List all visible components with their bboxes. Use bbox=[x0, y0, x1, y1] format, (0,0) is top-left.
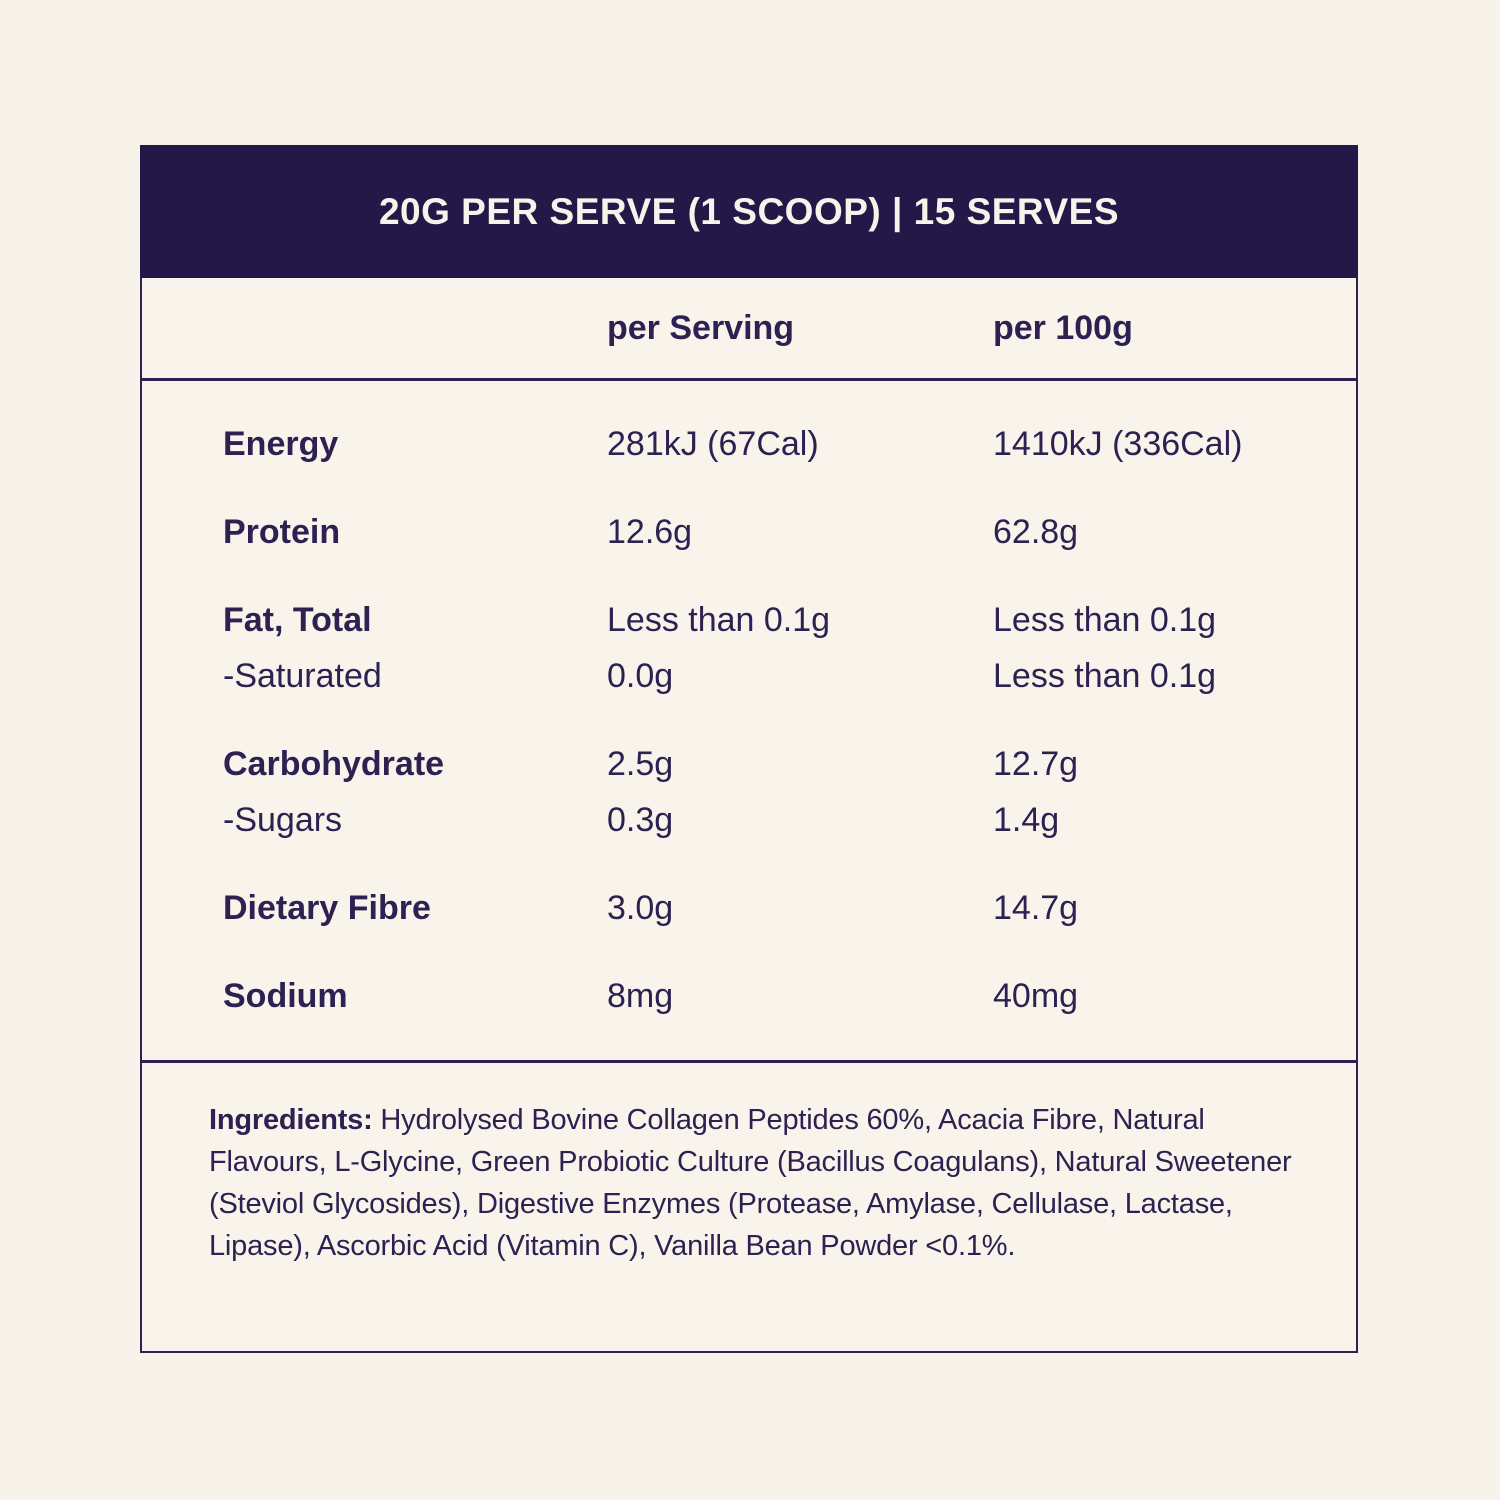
row-value-per-serving: 8mg bbox=[607, 977, 674, 1015]
row-value-per-100g: 40mg bbox=[993, 977, 1079, 1015]
row-value-per-100g: Less than 0.1g bbox=[993, 657, 1217, 695]
table-row-sugars: -Sugars 0.3g 1.4g bbox=[142, 792, 1356, 848]
row-value-per-serving: Less than 0.1g bbox=[607, 601, 831, 639]
serving-banner-text: 20G PER SERVE (1 SCOOP) | 15 SERVES bbox=[378, 190, 1120, 232]
row-label: Sodium bbox=[223, 977, 348, 1015]
row-value-per-100g: 62.8g bbox=[993, 513, 1079, 551]
column-header-per-serving: per Serving bbox=[607, 308, 795, 347]
row-label: -Sugars bbox=[223, 801, 343, 839]
table-row-sodium: Sodium 8mg 40mg bbox=[142, 968, 1356, 1024]
row-group-sodium: Sodium 8mg 40mg bbox=[142, 968, 1356, 1024]
ingredients-label: Ingredients: bbox=[209, 1104, 373, 1136]
row-value-per-100g: 1.4g bbox=[993, 801, 1060, 839]
table-row-saturated: -Saturated 0.0g Less than 0.1g bbox=[142, 648, 1356, 704]
serving-banner: 20G PER SERVE (1 SCOOP) | 15 SERVES bbox=[140, 145, 1358, 278]
row-group-carbohydrate: Carbohydrate 2.5g 12.7g -Sugars 0.3g 1.4… bbox=[142, 736, 1356, 848]
row-label: Dietary Fibre bbox=[223, 889, 431, 927]
row-value-per-100g: Less than 0.1g bbox=[993, 601, 1217, 639]
table-row-energy: Energy 281kJ (67Cal) 1410kJ (336Cal) bbox=[142, 416, 1356, 472]
row-label: Energy bbox=[223, 425, 339, 463]
table-row-protein: Protein 12.6g 62.8g bbox=[142, 504, 1356, 560]
row-value-per-100g: 12.7g bbox=[993, 745, 1079, 783]
nutrition-table: per Serving per 100g Energy 281kJ (67Cal… bbox=[140, 278, 1358, 1353]
ingredients-section: Ingredients: Hydrolysed Bovine Collagen … bbox=[142, 1063, 1356, 1267]
row-value-per-serving: 0.0g bbox=[607, 657, 674, 695]
table-row-dietary-fibre: Dietary Fibre 3.0g 14.7g bbox=[142, 880, 1356, 936]
row-value-per-serving: 3.0g bbox=[607, 889, 674, 927]
column-header-row: per Serving per 100g bbox=[142, 278, 1356, 378]
row-group-fibre: Dietary Fibre 3.0g 14.7g bbox=[142, 880, 1356, 936]
column-header-per-100g: per 100g bbox=[993, 308, 1133, 347]
row-value-per-serving: 281kJ (67Cal) bbox=[607, 425, 819, 463]
row-value-per-100g: 14.7g bbox=[993, 889, 1079, 927]
row-value-per-serving: 2.5g bbox=[607, 745, 674, 783]
row-label: Protein bbox=[223, 513, 341, 551]
row-value-per-serving: 12.6g bbox=[607, 513, 693, 551]
row-value-per-serving: 0.3g bbox=[607, 801, 674, 839]
nutrient-rows: Energy 281kJ (67Cal) 1410kJ (336Cal) Pro… bbox=[142, 381, 1356, 1024]
row-group-protein: Protein 12.6g 62.8g bbox=[142, 504, 1356, 560]
ingredients-divider bbox=[142, 1060, 1356, 1063]
header-divider bbox=[142, 378, 1356, 381]
table-row-fat-total: Fat, Total Less than 0.1g Less than 0.1g bbox=[142, 592, 1356, 648]
row-group-energy: Energy 281kJ (67Cal) 1410kJ (336Cal) bbox=[142, 416, 1356, 472]
row-label: -Saturated bbox=[223, 657, 382, 695]
row-label: Fat, Total bbox=[223, 601, 372, 639]
row-group-fat: Fat, Total Less than 0.1g Less than 0.1g… bbox=[142, 592, 1356, 704]
ingredients-text: Hydrolysed Bovine Collagen Peptides 60%,… bbox=[209, 1104, 1292, 1262]
table-row-carbohydrate: Carbohydrate 2.5g 12.7g bbox=[142, 736, 1356, 792]
row-value-per-100g: 1410kJ (336Cal) bbox=[993, 425, 1243, 463]
nutrition-panel: 20G PER SERVE (1 SCOOP) | 15 SERVES per … bbox=[140, 145, 1358, 1353]
row-label: Carbohydrate bbox=[223, 745, 445, 783]
